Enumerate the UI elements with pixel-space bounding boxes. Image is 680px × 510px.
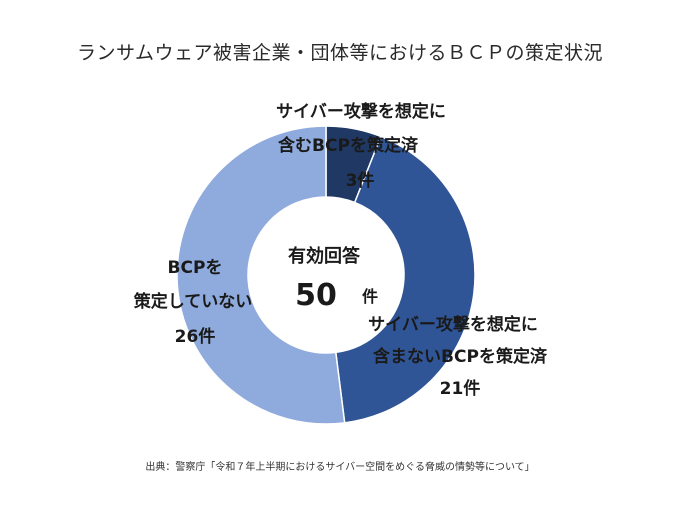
slice-label-2-line-2: 含まないBCPを策定済 — [373, 346, 548, 367]
slice-label-2-line-1: サイバー攻撃を想定に — [368, 314, 538, 335]
center-unit: 件 — [362, 287, 378, 306]
center-value: 50 — [295, 278, 337, 313]
donut-slice-2 — [334, 135, 476, 424]
slice-label-1-line-2: 含むBCPを策定済 — [278, 135, 419, 156]
chart-source: 出典：警察庁「令和７年上半期におけるサイバー空間をめぐる脅威の情勢等について」 — [145, 462, 535, 473]
slice-label-3-line-2: 策定していない — [134, 291, 253, 312]
slice-label-3-line-1: BCPを — [168, 258, 223, 278]
slice-value-label-2: 21件 — [440, 378, 481, 399]
center-label: 有効回答 — [288, 245, 361, 267]
slice-value-label-1: 3件 — [346, 170, 375, 191]
slice-label-1-line-1: サイバー攻撃を想定に — [276, 101, 446, 122]
donut-slices — [176, 125, 476, 425]
slice-value-label-3: 26件 — [175, 326, 216, 347]
chart-title: ランサムウェア被害企業・団体等におけるＢＣＰの策定状況 — [76, 42, 604, 64]
donut-slice-3 — [176, 125, 346, 425]
